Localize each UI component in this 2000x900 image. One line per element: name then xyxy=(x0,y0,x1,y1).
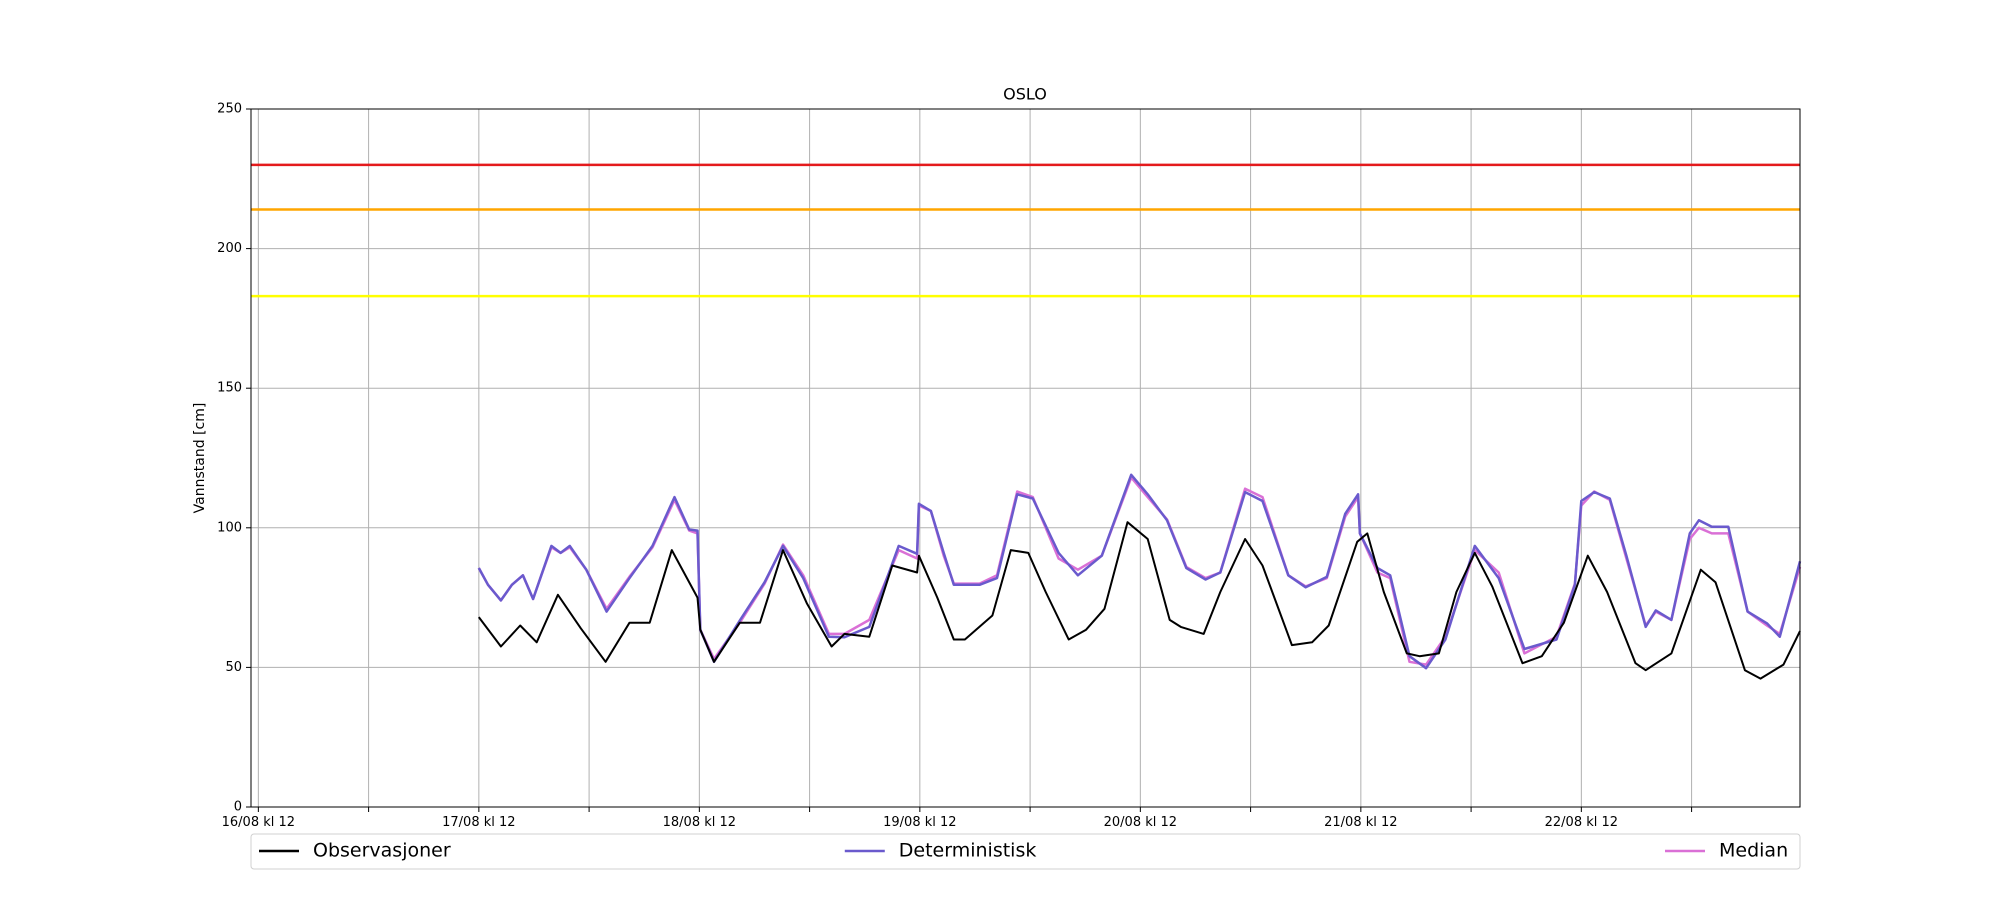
series-line xyxy=(478,521,1801,680)
legend-box xyxy=(250,833,1801,870)
x-tick-label: 22/08 kl 12 xyxy=(1545,815,1618,830)
series-line xyxy=(477,473,1802,670)
x-tick-label: 20/08 kl 12 xyxy=(1104,815,1177,830)
legend-label: Observasjoner xyxy=(313,840,451,862)
y-tick-label: 200 xyxy=(217,241,242,256)
x-tick-label: 18/08 kl 12 xyxy=(663,815,736,830)
y-tick-label: 100 xyxy=(217,520,242,535)
plot-frame xyxy=(250,108,1801,808)
chart-title: OSLO xyxy=(1003,85,1047,104)
x-tick-label: 21/08 kl 12 xyxy=(1324,815,1397,830)
x-tick-label: 16/08 kl 12 xyxy=(222,815,295,830)
legend-label: Deterministisk xyxy=(899,840,1037,862)
legend-label: Median xyxy=(1719,840,1788,862)
y-axis-label: Vannstand [cm] xyxy=(192,403,208,514)
y-tick-label: 150 xyxy=(217,381,242,396)
x-tick-label: 19/08 kl 12 xyxy=(883,815,956,830)
x-tick-label: 17/08 kl 12 xyxy=(442,815,515,830)
y-tick-label: 250 xyxy=(217,102,242,117)
y-tick-label: 0 xyxy=(234,800,242,815)
y-tick-label: 50 xyxy=(225,660,242,675)
